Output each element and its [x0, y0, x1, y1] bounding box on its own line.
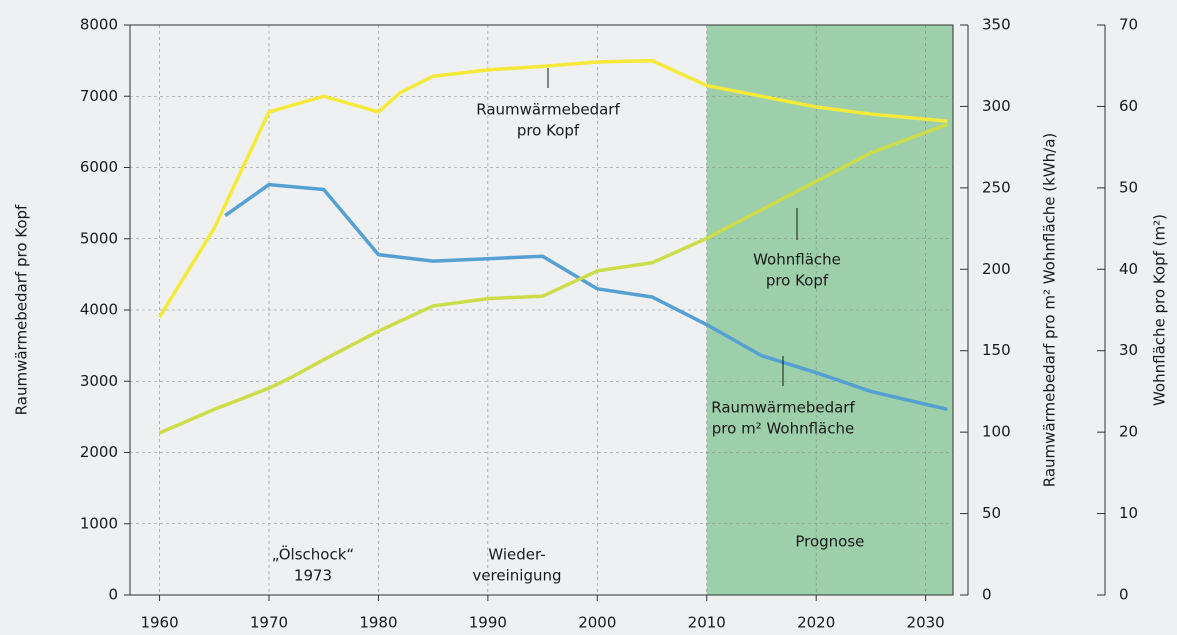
y2-tick-label: 200: [982, 260, 1011, 278]
y3-tick-label: 70: [1119, 16, 1138, 34]
y-tick-label: 2000: [80, 443, 118, 461]
y2-tick-label: 300: [982, 97, 1011, 115]
x-tick-label: 1960: [140, 614, 178, 632]
series-line: [158, 122, 949, 435]
y2-tick-label: 50: [982, 504, 1001, 522]
x-tick-label: 1980: [359, 614, 397, 632]
forecast-label: Prognose: [795, 533, 864, 551]
y-tick-label: 4000: [80, 301, 118, 319]
annotation: pro m² Wohnfläche: [712, 420, 854, 438]
y-axis-title: Raumwärmebedarf pro Kopf: [13, 204, 31, 415]
plot-frame: [129, 24, 954, 596]
x-tick-label: 2020: [797, 614, 835, 632]
annotation: Raumwärmebedarf: [711, 399, 855, 417]
annotation: 1973: [294, 567, 332, 585]
y2-tick-label: 150: [982, 341, 1011, 359]
y3-tick-label: 20: [1119, 423, 1138, 441]
y3-tick-label: 50: [1119, 178, 1138, 196]
annotation: Wieder-: [488, 546, 545, 564]
y-tick-label: 7000: [80, 87, 118, 105]
annotation: pro Kopf: [517, 122, 580, 140]
y-tick-label: 0: [108, 586, 118, 604]
y2-tick-label: 250: [982, 178, 1011, 196]
y3-tick-label: 0: [1119, 586, 1129, 604]
x-tick-label: 2010: [688, 614, 726, 632]
annotation: pro Kopf: [766, 272, 829, 290]
annotation: „Ölschock“: [272, 545, 354, 564]
y2-tick-label: 350: [982, 16, 1011, 34]
annotation: vereinigung: [472, 567, 561, 585]
y-tick-label: 5000: [80, 229, 118, 247]
y-tick-label: 8000: [80, 16, 118, 34]
y-tick-label: 3000: [80, 372, 118, 390]
x-tick-label: 1990: [469, 614, 507, 632]
y3-axis-title: Wohnfläche pro Kopf (m²): [1151, 214, 1169, 406]
y3-tick-label: 30: [1119, 341, 1138, 359]
y2-tick-label: 100: [982, 423, 1011, 441]
x-tick-label: 1970: [250, 614, 288, 632]
y-tick-label: 1000: [80, 514, 118, 532]
y2-axis-title: Raumwärmebedarf pro m² Wohnfläche (kWh/a…: [1041, 133, 1059, 488]
y3-tick-label: 60: [1119, 97, 1138, 115]
series-line: [158, 58, 948, 319]
y3-tick-label: 40: [1119, 260, 1138, 278]
y2-tick-label: 0: [982, 586, 992, 604]
annotation: Wohnfläche: [753, 251, 841, 269]
series-line: [224, 182, 948, 412]
x-tick-label: 2000: [578, 614, 616, 632]
x-tick-label: 2030: [907, 614, 945, 632]
annotation: Raumwärmebedarf: [476, 101, 620, 119]
y-tick-label: 6000: [80, 158, 118, 176]
y3-tick-label: 10: [1119, 504, 1138, 522]
